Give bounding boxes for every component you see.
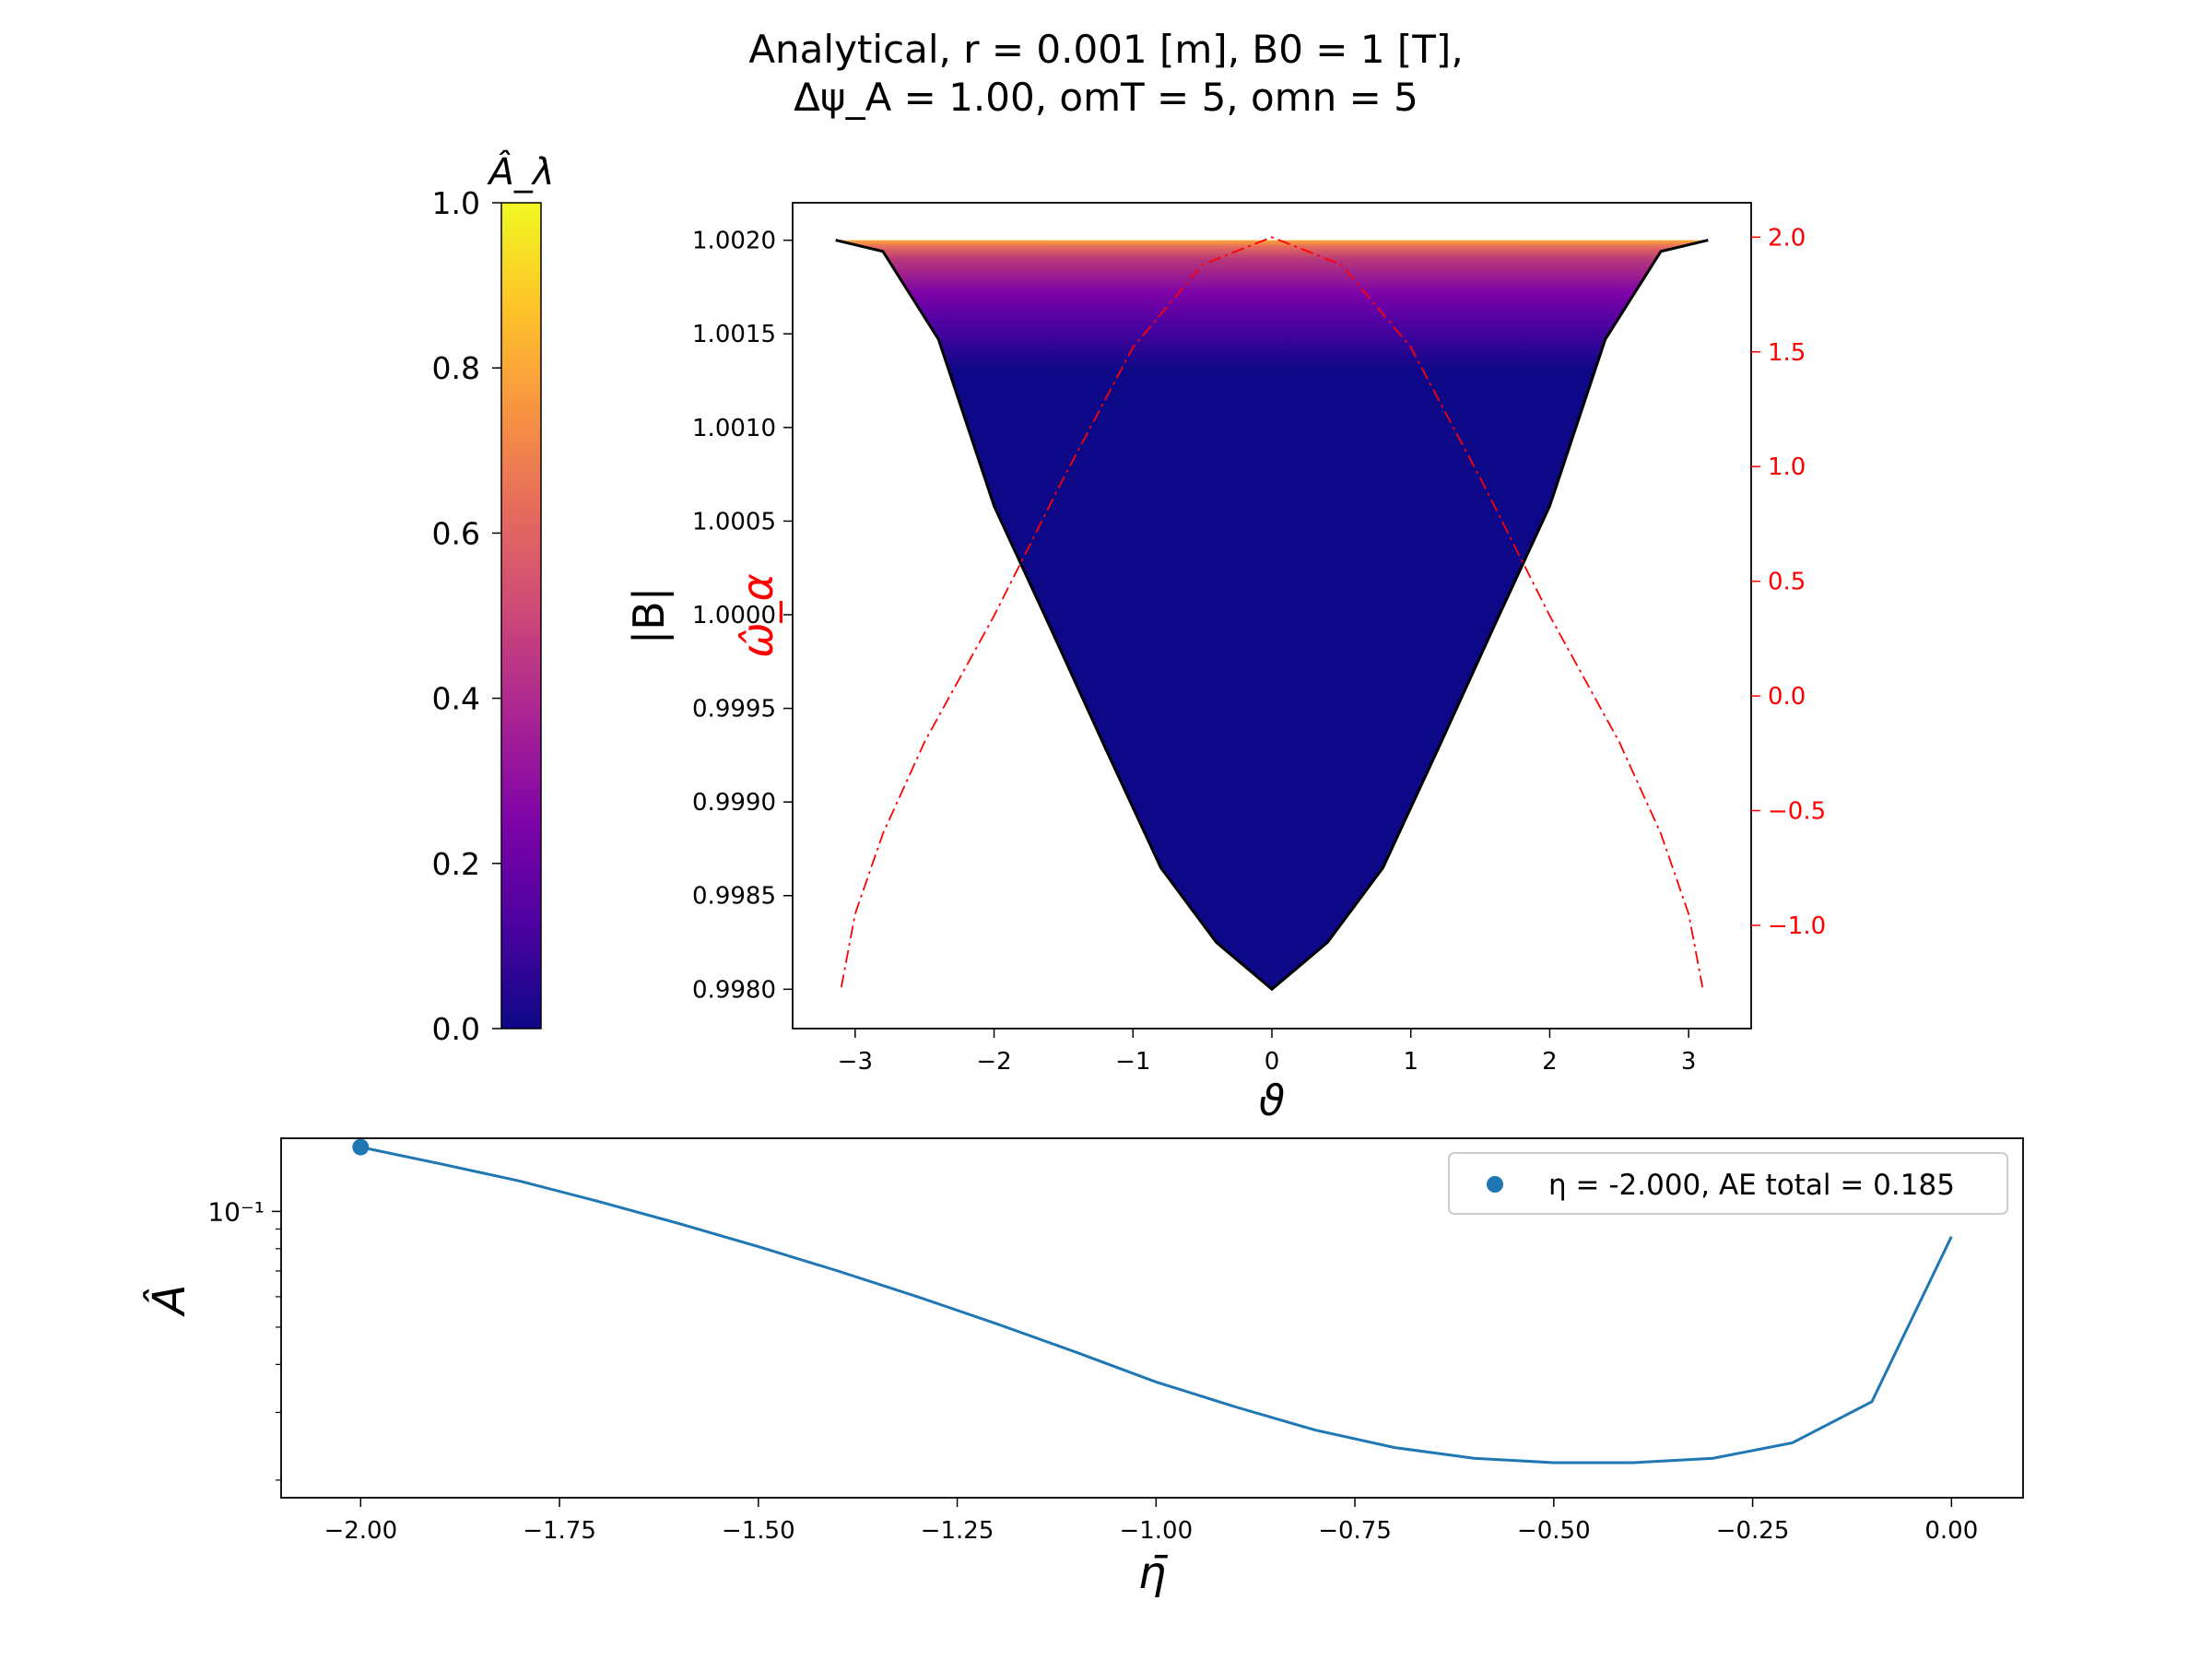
field-y-tick-label: 0.9980 [692, 976, 776, 1004]
colorbar-tick-label: 0.4 [432, 681, 480, 717]
ae-x-tick-label: −1.25 [921, 1517, 994, 1545]
field-y-tick-label: 0.9985 [692, 883, 776, 911]
field-y-tick-label: 0.9990 [692, 789, 776, 817]
ae-x-tick-label: −2.00 [324, 1517, 397, 1545]
ae-x-tick-label: −0.25 [1716, 1517, 1790, 1545]
field-y-label: |B| [624, 587, 675, 645]
ae-x-tick-label: −1.00 [1119, 1517, 1193, 1545]
field-y-tick-label: 1.0015 [692, 321, 776, 348]
figure-title-line2: Δψ_A = 1.00, omT = 5, omn = 5 [794, 75, 1418, 120]
colorbar-tick-label: 0.6 [432, 515, 480, 551]
figure-title-line1: Analytical, r = 0.001 [m], B0 = 1 [T], [748, 27, 1463, 72]
field-panel: −3 −2 −1 0 1 2 3 0.9980 0.9985 0.9990 0.9995 1.000… [624, 202, 1826, 1125]
field-y-right-tick-label: −0.5 [1768, 798, 1826, 826]
field-x-tick-label: 1 [1403, 1048, 1418, 1076]
field-x-tick-label: 3 [1681, 1048, 1697, 1076]
colorbar-tick-label: 0.8 [432, 350, 480, 386]
field-y-right-tick-label: 1.0 [1768, 453, 1806, 481]
ae-x-tick-label: −0.50 [1517, 1517, 1591, 1545]
ae-y-ticks: 10⁻¹ [207, 1196, 281, 1481]
ae-x-tick-label: −1.75 [523, 1517, 596, 1545]
ae-axes-frame [280, 1137, 2024, 1499]
colorbar-label: Â_λ [486, 149, 554, 194]
colorbar-tick-label: 0.2 [432, 846, 480, 882]
field-y-tick-label: 1.0020 [692, 228, 776, 255]
ae-x-tick-label: −1.50 [722, 1517, 795, 1545]
colorbar-tick-label: 0.0 [432, 1011, 480, 1047]
field-x-tick-label: −3 [838, 1048, 873, 1076]
field-y-tick-label: 1.0000 [692, 602, 776, 629]
ae-curve [359, 1146, 1953, 1465]
omega-curve [840, 236, 1704, 988]
b-curve [835, 239, 1709, 992]
field-y-right-tick-label: 0.0 [1768, 683, 1806, 711]
colorbar-gradient [500, 202, 542, 1030]
ae-panel: −2.00 −1.75 −1.50 −1.25 −1.00 −0.75 −0.50 −0.25… [143, 1137, 2024, 1599]
ae-x-ticks: −2.00 −1.75 −1.50 −1.25 −1.00 −0.75 −0.50 −0.25… [324, 1498, 1978, 1545]
ae-x-tick-label: −0.75 [1318, 1517, 1392, 1545]
colorbar-panel: 0.0 0.2 0.4 0.6 0.8 1.0 Â_λ [432, 149, 555, 1047]
field-y-tick-label: 0.9995 [692, 696, 776, 724]
field-y-tick-label: 1.0005 [692, 508, 776, 535]
legend-marker [1487, 1176, 1503, 1193]
ae-x-tick-label: 0.00 [1924, 1517, 1978, 1545]
colorbar-ticks: 0.0 0.2 0.4 0.6 0.8 1.0 [432, 185, 501, 1047]
field-x-label: ϑ [1259, 1076, 1285, 1125]
field-x-ticks: −3 −2 −1 0 1 2 3 [838, 1029, 1697, 1076]
field-x-tick-label: −2 [976, 1048, 1011, 1076]
ae-y-label: Â [143, 1285, 195, 1318]
ae-legend: η = -2.000, AE total = 0.185 [1448, 1152, 2008, 1215]
field-y-right-tick-label: 0.5 [1768, 569, 1806, 596]
field-y-right-ticks: −1.0 −0.5 0.0 0.5 1.0 1.5 2.0 [1751, 224, 1826, 940]
field-x-tick-label: 2 [1542, 1048, 1558, 1076]
field-y-right-label: ω̂_α [733, 573, 782, 658]
field-x-tick-label: −1 [1115, 1048, 1150, 1076]
ae-legend-box [1448, 1152, 2008, 1215]
field-y-ticks: 0.9980 0.9985 0.9990 0.9995 1.0000 1.0005 1.00… [692, 228, 793, 1004]
ae-x-label: η̄ [1138, 1547, 1168, 1599]
ae-highlight-point [352, 1138, 370, 1156]
colorbar-tick-label: 1.0 [432, 185, 480, 221]
field-x-tick-label: 0 [1265, 1048, 1280, 1076]
well-fill [835, 240, 1709, 990]
ae-y-tick-label: 10⁻¹ [207, 1196, 265, 1227]
field-y-right-tick-label: 1.5 [1768, 339, 1806, 367]
field-y-tick-label: 1.0010 [692, 415, 776, 442]
field-y-right-tick-label: −1.0 [1768, 912, 1826, 940]
field-y-right-tick-label: 2.0 [1768, 224, 1806, 252]
ae-legend-label: η = -2.000, AE total = 0.185 [1548, 1169, 1955, 1202]
